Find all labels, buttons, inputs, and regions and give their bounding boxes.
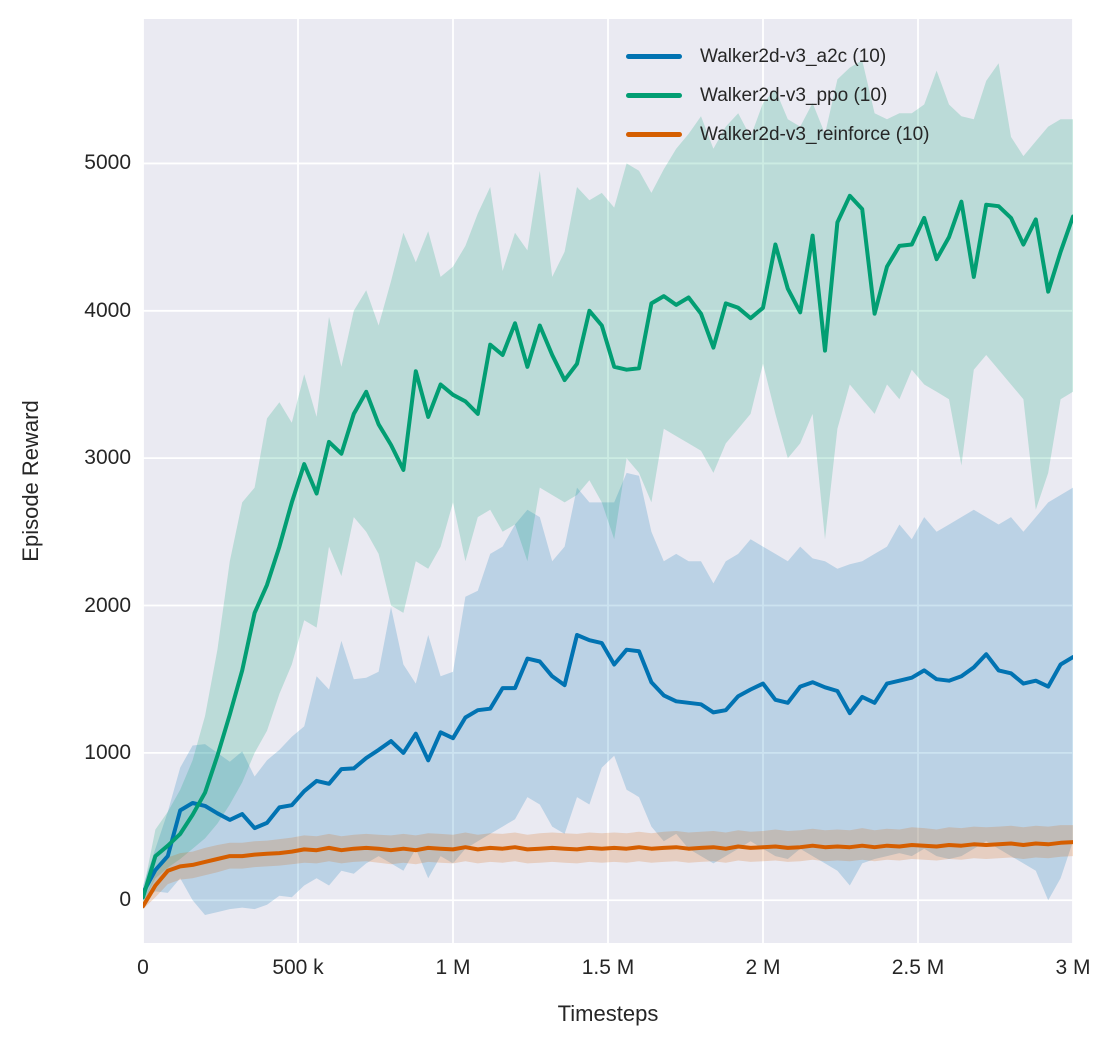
x-tick-label: 500 k (272, 956, 324, 979)
y-axis-label: Episode Reward (18, 400, 43, 562)
x-tick-label: 2 M (745, 956, 781, 979)
x-tick-label: 2.5 M (891, 956, 945, 979)
legend-label-ppo: Walker2d-v3_ppo (10) (700, 84, 888, 106)
gridlines (142, 19, 1074, 943)
x-tick-label: 0 (137, 956, 149, 979)
y-tick-label: 5000 (84, 151, 131, 175)
legend-label-a2c: Walker2d-v3_a2c (10) (700, 45, 887, 67)
x-tick-label: 1.5 M (581, 956, 635, 979)
series-layer (143, 60, 1073, 915)
x-axis-label: Timesteps (557, 1001, 659, 1026)
band-1 (143, 60, 1073, 904)
y-tick-label: 0 (119, 888, 131, 912)
mean-line-1 (143, 193, 1073, 900)
y-tick-label: 4000 (84, 298, 131, 322)
legend-item-ppo: Walker2d-v3_ppo (10) (626, 76, 930, 115)
y-tick-label: 3000 (84, 446, 131, 470)
legend-label-reinforce: Walker2d-v3_reinforce (10) (700, 123, 930, 145)
legend-line-reinforce-icon (626, 132, 682, 137)
mean-line-0 (143, 633, 1073, 895)
legend-line-a2c-icon (626, 54, 682, 59)
mean-line-2 (143, 840, 1073, 909)
legend-line-ppo-icon (626, 93, 682, 98)
legend: Walker2d-v3_a2c (10) Walker2d-v3_ppo (10… (626, 37, 930, 154)
y-tick-label: 2000 (84, 593, 131, 617)
y-tick-label: 1000 (84, 740, 131, 764)
legend-item-reinforce: Walker2d-v3_reinforce (10) (626, 115, 930, 154)
band-0 (143, 472, 1073, 915)
x-tick-label: 3 M (1055, 956, 1091, 979)
x-tick-label: 1 M (435, 956, 471, 979)
legend-item-a2c: Walker2d-v3_a2c (10) (626, 37, 930, 76)
